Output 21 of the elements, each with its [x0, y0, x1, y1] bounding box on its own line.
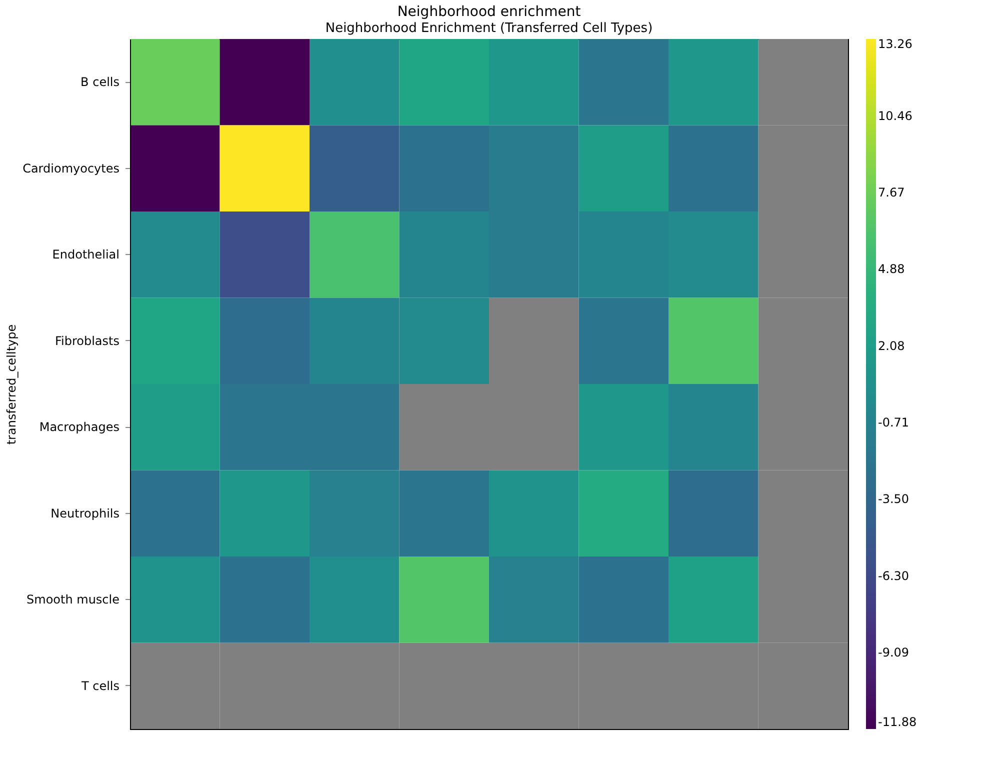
color-bar-label: -0.71	[878, 415, 910, 430]
color-bar-label: 7.67	[878, 185, 905, 200]
color-bar-label: 13.26	[878, 37, 912, 51]
y-axis-title: transferred_celltype	[4, 324, 19, 445]
y-tick-label: Endothelial	[52, 248, 120, 262]
color-bar-label: -6.30	[878, 568, 910, 583]
color-bar-label: -3.50	[878, 492, 910, 506]
y-tick-label: Fibroblasts	[54, 334, 120, 348]
y-tick-label: Macrophages	[39, 420, 120, 434]
color-bar-label: 4.88	[878, 262, 905, 276]
y-tick-label: B cells	[80, 75, 120, 90]
color-bar-label: -11.88	[878, 715, 917, 729]
y-tick-label: Neutrophils	[50, 506, 120, 520]
chart-subtitle: Neighborhood Enrichment (Transferred Cell Types)	[325, 21, 653, 36]
chart-title: Neighborhood enrichment	[397, 4, 582, 20]
y-tick-label: Cardiomyocytes	[22, 161, 120, 176]
y-tick-label: T cells	[80, 678, 120, 693]
y-tick-label: Smooth muscle	[26, 592, 120, 607]
color-bar-label: 10.46	[878, 108, 912, 123]
color-bar-label: 2.08	[878, 338, 905, 353]
color-bar-label: -9.09	[878, 645, 910, 660]
